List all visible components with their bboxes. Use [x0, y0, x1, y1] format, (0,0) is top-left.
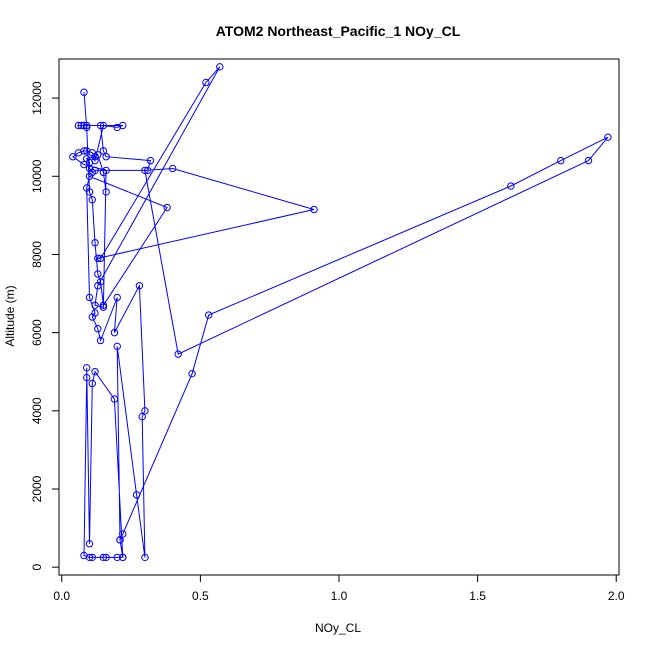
data-point	[91, 368, 99, 376]
data-point	[88, 313, 96, 321]
y-tick-label: 6000	[30, 319, 44, 346]
data-point	[94, 151, 102, 159]
data-point	[94, 270, 102, 278]
data-point	[119, 530, 127, 538]
y-tick-label: 8000	[30, 241, 44, 268]
data-point	[141, 166, 149, 175]
y-tick-label: 4000	[30, 397, 44, 424]
y-tick-label: 0	[30, 564, 44, 571]
data-point	[138, 412, 146, 421]
data-point	[557, 156, 565, 165]
data-point	[96, 336, 105, 345]
data-point	[202, 78, 210, 87]
data-point	[99, 147, 108, 155]
data-point	[96, 121, 105, 130]
data-point	[174, 350, 182, 358]
data-point	[113, 293, 121, 302]
y-tick-label: 12000	[30, 81, 44, 115]
data-point	[116, 536, 124, 544]
data-point	[85, 553, 94, 562]
data-point	[74, 121, 83, 130]
data-point	[88, 553, 96, 562]
x-tick-label: 0.0	[53, 589, 70, 603]
data-point	[83, 154, 91, 163]
data-point	[113, 553, 121, 562]
x-axis: 0.0 0.5 1.0 1.5 2.0	[53, 574, 625, 603]
data-point	[83, 364, 91, 372]
chart-title: ATOM2 Northeast_Pacific_1 NOy_CL	[216, 23, 461, 39]
data-point	[85, 164, 94, 173]
data-point	[85, 540, 94, 548]
data-point	[146, 156, 155, 165]
data-point	[96, 254, 105, 263]
data-point	[88, 379, 96, 388]
data-point	[83, 373, 91, 382]
x-tick-label: 1.5	[469, 589, 486, 603]
data-point	[310, 205, 318, 214]
data-point	[99, 301, 108, 309]
x-tick-label: 0.5	[192, 589, 209, 603]
data-point	[584, 156, 593, 165]
data-point	[205, 311, 213, 319]
data-point	[110, 395, 119, 403]
data-point	[102, 153, 110, 161]
y-axis-label: Altitude (m)	[3, 285, 17, 346]
data-point	[132, 491, 141, 499]
data-point	[110, 328, 119, 337]
data-point	[163, 203, 171, 212]
data-point	[216, 63, 224, 71]
data-point	[83, 184, 91, 192]
data-point	[80, 147, 88, 155]
data-point	[141, 553, 149, 562]
data-point	[604, 133, 612, 141]
data-point	[99, 553, 108, 562]
data-point	[99, 303, 108, 311]
data-point	[69, 153, 77, 161]
data-point	[507, 182, 515, 190]
data-point	[80, 88, 88, 96]
data-point	[188, 369, 196, 378]
data-point	[85, 293, 94, 302]
data-point	[141, 407, 149, 415]
data-point	[91, 239, 99, 247]
x-axis-label: NOy_CL	[315, 621, 361, 635]
data-point	[77, 121, 85, 130]
data-point	[94, 254, 102, 263]
data-point	[119, 121, 127, 130]
data-point	[80, 121, 88, 130]
data-point	[99, 121, 108, 130]
data-point	[102, 188, 110, 196]
y-tick-label: 2000	[30, 475, 44, 502]
data-point	[135, 282, 144, 290]
series-line	[72, 66, 609, 558]
data-point	[99, 168, 108, 177]
data-point	[119, 553, 127, 562]
data-point	[168, 164, 177, 173]
x-tick-label: 1.0	[331, 589, 348, 603]
y-axis: 0 2000 4000 6000 8000 10000 12000	[30, 81, 60, 571]
data-point	[91, 301, 99, 309]
y-tick-label: 10000	[30, 159, 44, 193]
data-point	[94, 325, 102, 333]
data-point	[144, 166, 152, 175]
series-layer	[69, 63, 612, 562]
data-point	[102, 553, 110, 562]
data-point	[83, 121, 91, 130]
data-point	[88, 196, 96, 204]
plot-frame	[58, 58, 620, 576]
data-point	[113, 342, 121, 351]
x-tick-label: 2.0	[608, 589, 625, 603]
data-point	[94, 282, 102, 290]
